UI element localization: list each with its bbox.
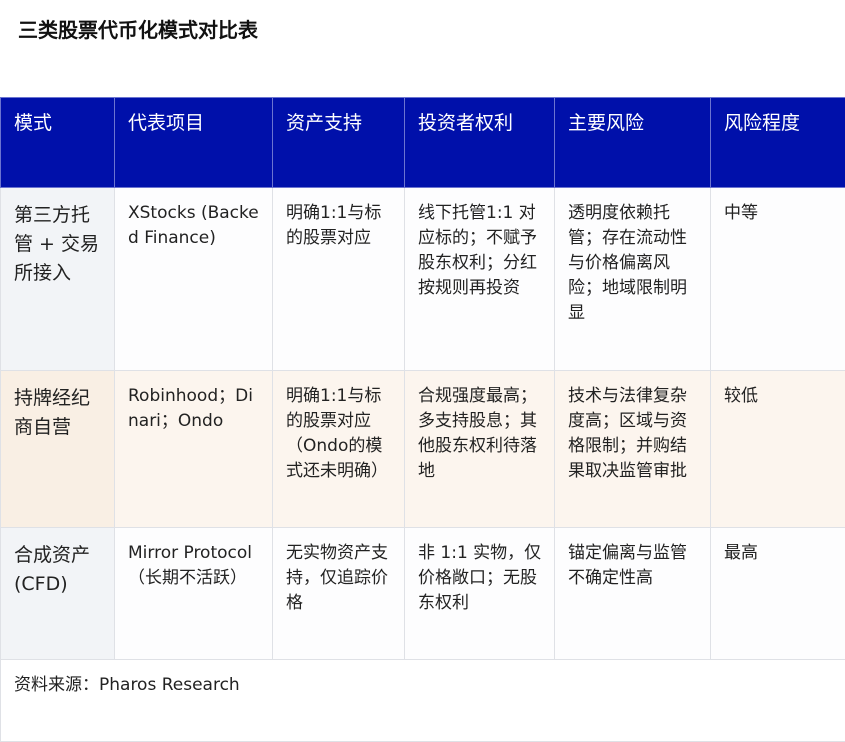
cell-main-risks: 透明度依赖托管；存在流动性与价格偏离风险；地域限制明显 [554,187,711,371]
cell-risk-level: 最高 [710,527,845,660]
cell-risk-level: 中等 [710,187,845,371]
cell-mode: 持牌经纪商自营 [0,370,115,528]
header-investor-rights: 投资者权利 [404,97,555,188]
cell-mode: 第三方托管 + 交易所接入 [0,187,115,371]
cell-asset-backing: 明确1:1与标的股票对应 [272,187,405,371]
cell-main-risks: 技术与法律复杂度高；区域与资格限制；并购结果取决监管审批 [554,370,711,528]
cell-mode: 合成资产 (CFD) [0,527,115,660]
table-row: 第三方托管 + 交易所接入 XStocks (Backed Finance) 明… [0,187,845,371]
header-row: 模式 代表项目 资产支持 投资者权利 主要风险 风险程度 [0,97,845,188]
header-mode: 模式 [0,97,115,188]
header-main-risks: 主要风险 [554,97,711,188]
cell-projects: XStocks (Backed Finance) [114,187,273,371]
cell-main-risks: 锚定偏离与监管不确定性高 [554,527,711,660]
table-row: 合成资产 (CFD) Mirror Protocol（长期不活跃） 无实物资产支… [0,527,845,660]
table-row: 持牌经纪商自营 Robinhood；Dinari；Ondo 明确1:1与标的股票… [0,370,845,528]
header-asset-backing: 资产支持 [272,97,405,188]
cell-risk-level: 较低 [710,370,845,528]
cell-projects: Mirror Protocol（长期不活跃） [114,527,273,660]
header-risk-level: 风险程度 [710,97,845,188]
source-row: 资料来源：Pharos Research [0,659,845,742]
cell-investor-rights: 非 1:1 实物，仅价格敞口；无股东权利 [404,527,555,660]
header-projects: 代表项目 [114,97,273,188]
cell-asset-backing: 明确1:1与标的股票对应（Ondo的模式还未明确） [272,370,405,528]
page-title: 三类股票代币化模式对比表 [18,18,258,42]
cell-asset-backing: 无实物资产支持，仅追踪价格 [272,527,405,660]
source-note: 资料来源：Pharos Research [0,659,845,742]
cell-projects: Robinhood；Dinari；Ondo [114,370,273,528]
comparison-table: 模式 代表项目 资产支持 投资者权利 主要风险 风险程度 第三方托管 + 交易所… [0,97,845,742]
cell-investor-rights: 线下托管1:1 对应标的；不赋予股东权利；分红按规则再投资 [404,187,555,371]
cell-investor-rights: 合规强度最高；多支持股息；其他股东权利待落地 [404,370,555,528]
